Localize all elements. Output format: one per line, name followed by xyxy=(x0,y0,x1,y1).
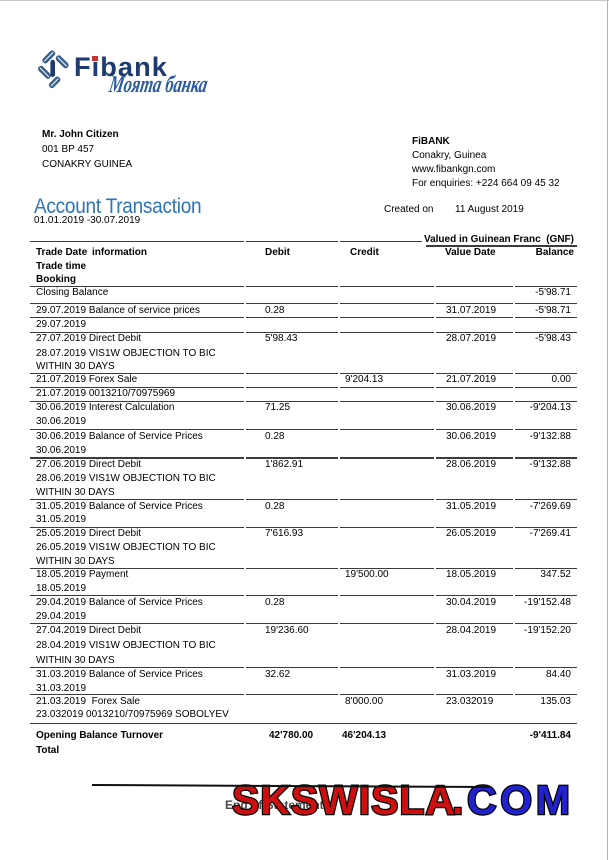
svg-text:.: . xyxy=(452,777,463,823)
svg-text:COM: COM xyxy=(467,777,569,823)
